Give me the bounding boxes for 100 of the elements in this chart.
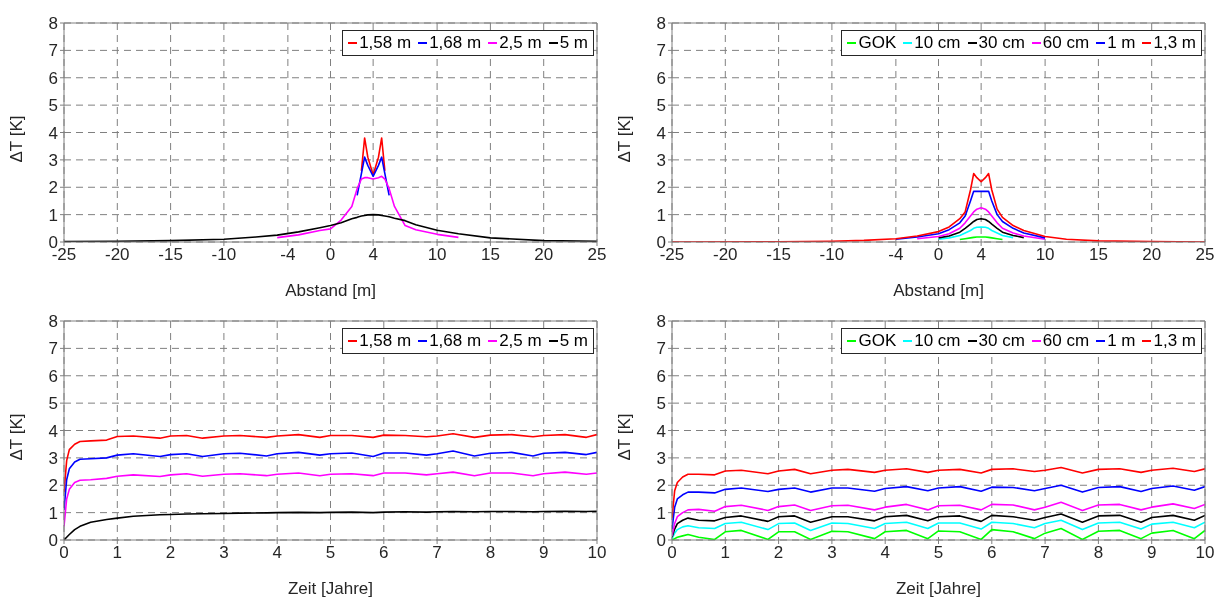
legend-label: 1,68 m <box>429 33 482 53</box>
y-tick-label: 7 <box>656 339 666 359</box>
y-tick-label: 5 <box>48 394 58 414</box>
x-tick-label: 6 <box>379 543 389 563</box>
y-tick-label: 3 <box>656 150 666 170</box>
x-tick-label: 10 <box>427 245 447 265</box>
x-tick-label: 10 <box>587 543 607 563</box>
x-tick-label: 0 <box>325 245 336 265</box>
x-tick-label: 8 <box>485 543 496 563</box>
x-tick-label: -20 <box>105 245 130 265</box>
x-tick-label: 15 <box>1088 245 1108 265</box>
y-tick-label: 5 <box>48 96 58 116</box>
x-tick-label: 3 <box>827 543 837 563</box>
x-tick-label: 4 <box>976 245 986 265</box>
x-tick-label: 0 <box>933 245 944 265</box>
legend-label: 1,68 m <box>429 331 482 351</box>
y-tick-label: 7 <box>48 339 58 359</box>
line-series <box>356 156 390 197</box>
legend-label: 10 cm <box>914 331 961 351</box>
x-tick-label: -4 <box>280 245 296 265</box>
x-tick-label: 1 <box>720 543 731 563</box>
x-tick-label: -10 <box>819 245 845 265</box>
y-tick-label: 2 <box>656 178 666 198</box>
line-series <box>895 190 1046 241</box>
y-tick-label: 3 <box>656 448 666 468</box>
y-tick-label: 3 <box>48 150 58 170</box>
x-tick-label: 9 <box>1146 543 1157 563</box>
y-tick-label: 7 <box>48 41 58 61</box>
line-series <box>276 175 460 239</box>
legend-label: 30 cm <box>978 33 1025 53</box>
x-tick-label: 25 <box>587 245 607 265</box>
x-tick-label: 25 <box>1195 245 1215 265</box>
y-tick-label: 1 <box>48 503 58 523</box>
y-tick-label: 8 <box>656 312 666 332</box>
y-tick-label: 6 <box>48 366 58 386</box>
x-tick-label: 3 <box>219 543 229 563</box>
legend-label: 2,5 m <box>499 33 542 53</box>
y-tick-label: 1 <box>656 205 666 225</box>
legend-label: 1,3 m <box>1153 331 1196 351</box>
x-tick-label: 1 <box>112 543 123 563</box>
y-tick-label: 2 <box>656 476 666 496</box>
x-tick-label: 10 <box>1035 245 1055 265</box>
line-series <box>916 206 1046 241</box>
legend-label: 10 cm <box>914 33 961 53</box>
y-tick-label: 4 <box>48 123 58 143</box>
y-tick-label: 4 <box>656 421 666 441</box>
y-tick-label: 4 <box>656 123 666 143</box>
legend-label: 1,3 m <box>1153 33 1196 53</box>
x-tick-label: 4 <box>368 245 378 265</box>
x-tick-label: 2 <box>165 543 176 563</box>
y-tick-label: 5 <box>656 96 666 116</box>
legend-label: 5 m <box>559 33 588 53</box>
x-tick-label: 15 <box>480 245 500 265</box>
x-tick-label: 4 <box>272 543 282 563</box>
y-tick-label: 2 <box>48 178 58 198</box>
legend-label: 1,58 m <box>359 33 412 53</box>
y-tick-label: 8 <box>656 14 666 34</box>
legend-label: 1 m <box>1107 33 1136 53</box>
x-tick-label: 20 <box>534 245 554 265</box>
x-tick-label: 4 <box>880 543 890 563</box>
x-tick-label: 6 <box>987 543 997 563</box>
y-tick-label: 6 <box>656 68 666 88</box>
y-tick-label: 8 <box>48 14 58 34</box>
legend-label: 60 cm <box>1042 331 1090 351</box>
y-tick-label: 7 <box>656 41 666 61</box>
y-axis-title: ΔT [K] <box>615 115 635 163</box>
x-tick-label: 7 <box>1040 543 1050 563</box>
x-tick-label: 10 <box>1195 543 1215 563</box>
x-tick-label: -15 <box>766 245 791 265</box>
x-axis-title: Zeit [Jahre] <box>287 579 374 598</box>
x-axis-title: Abstand [m] <box>893 281 984 300</box>
y-tick-label: 8 <box>48 312 58 332</box>
x-tick-label: 20 <box>1142 245 1162 265</box>
y-tick-label: 1 <box>656 503 666 523</box>
x-tick-label: 9 <box>538 543 549 563</box>
legend-label: GOK <box>858 33 897 53</box>
y-tick-label: 4 <box>48 421 58 441</box>
x-axis-title: Abstand [m] <box>285 281 376 300</box>
line-series <box>937 226 1014 241</box>
y-tick-label: 5 <box>656 394 666 414</box>
x-tick-label: 7 <box>432 543 442 563</box>
y-tick-label: 6 <box>656 366 666 386</box>
x-tick-label: 2 <box>773 543 784 563</box>
x-tick-label: -20 <box>713 245 738 265</box>
legend-label: 1,58 m <box>359 331 412 351</box>
x-tick-label: -10 <box>211 245 237 265</box>
x-tick-label: 5 <box>933 543 944 563</box>
line-series <box>937 217 1025 239</box>
legend-label: 2,5 m <box>499 331 542 351</box>
y-axis-title: ΔT [K] <box>615 413 635 461</box>
legend-label: 1 m <box>1107 331 1136 351</box>
y-tick-label: 1 <box>48 205 58 225</box>
line-series <box>360 137 386 176</box>
x-axis-title: Zeit [Jahre] <box>895 579 982 598</box>
x-tick-label: -4 <box>888 245 904 265</box>
x-tick-label: 5 <box>325 543 336 563</box>
x-tick-label: -15 <box>158 245 183 265</box>
y-axis-title: ΔT [K] <box>7 413 27 461</box>
x-tick-label: 8 <box>1093 543 1104 563</box>
y-tick-label: 6 <box>48 68 58 88</box>
